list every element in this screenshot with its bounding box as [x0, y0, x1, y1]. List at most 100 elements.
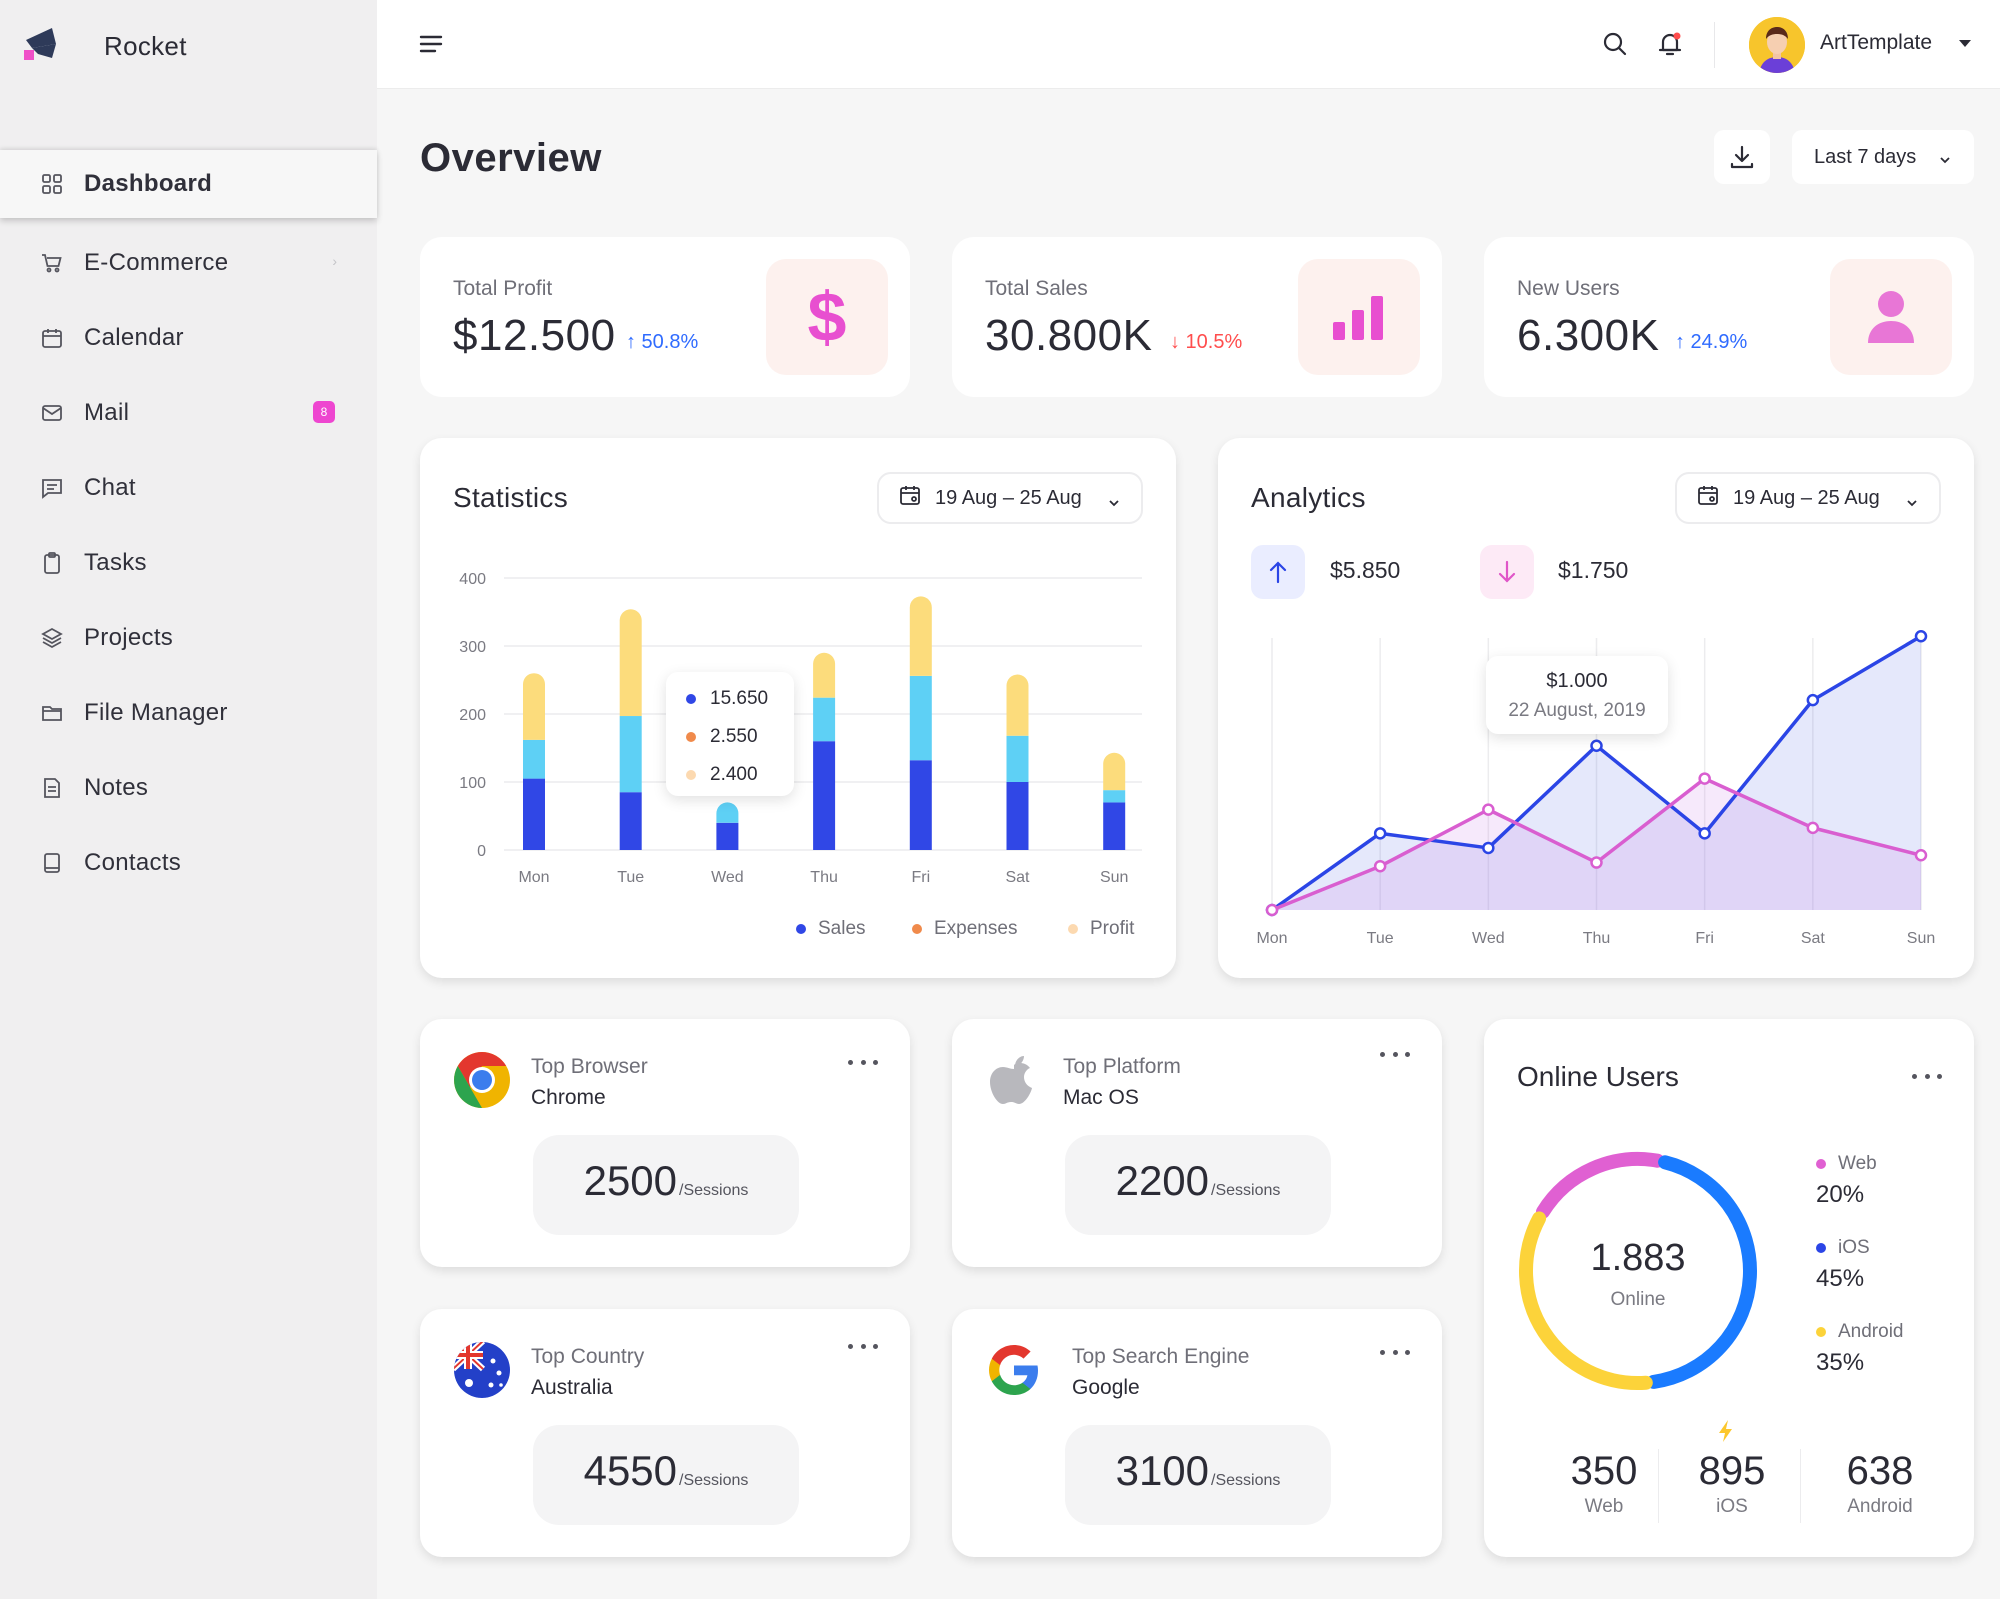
- svg-text:$: $: [808, 283, 847, 351]
- bar-chart-icon: [1298, 259, 1420, 375]
- donut-slice-ios: [1646, 1155, 1757, 1389]
- count-divider: [1800, 1449, 1801, 1523]
- sidebar-item-projects[interactable]: Projects: [0, 600, 377, 675]
- bell-icon[interactable]: [1656, 30, 1684, 58]
- more-options-icon[interactable]: [1380, 1049, 1410, 1059]
- count-divider: [1658, 1449, 1659, 1523]
- sidebar-item-tasks[interactable]: Tasks: [0, 525, 377, 600]
- top-country-card: Top Country Australia 4550 /Sessions: [420, 1309, 910, 1557]
- y-tick-label: 300: [459, 639, 486, 656]
- sidebar-item-label: Calendar: [84, 323, 184, 351]
- sidebar-item-dashboard[interactable]: Dashboard: [0, 150, 377, 218]
- mini-label: Top Country: [531, 1345, 645, 1368]
- x-tick-label: Sat: [1005, 869, 1030, 886]
- android-percent: 35%: [1816, 1349, 1865, 1376]
- bar-segment-profit: [1006, 674, 1029, 736]
- x-tick-label: Sun: [1100, 869, 1128, 886]
- more-options-icon[interactable]: [848, 1341, 878, 1351]
- more-options-icon[interactable]: [848, 1057, 878, 1067]
- data-point: [1590, 856, 1603, 869]
- x-tick-label: Mon: [518, 869, 549, 886]
- bar-segment-expenses: [1006, 735, 1029, 782]
- search-icon[interactable]: [1601, 30, 1629, 58]
- mini-label: Top Browser: [531, 1055, 648, 1078]
- count-web: 350 Web: [1570, 1449, 1638, 1517]
- bar-segment-sales: [813, 741, 836, 850]
- x-tick-label: Thu: [1583, 930, 1611, 947]
- legend-ios: iOS 45%: [1816, 1237, 1870, 1292]
- sidebar-item-calendar[interactable]: Calendar: [0, 300, 377, 375]
- analytics-up-value: $5.850: [1330, 557, 1401, 583]
- avatar[interactable]: [1749, 17, 1805, 73]
- sidebar-item-contacts[interactable]: Contacts: [0, 825, 377, 900]
- mail-icon: [40, 401, 64, 425]
- calendar-icon: [1697, 484, 1719, 512]
- legend-profit: Profit: [1068, 918, 1134, 940]
- sidebar-item-label: File Manager: [84, 698, 228, 726]
- bar-segment-expenses: [523, 739, 545, 779]
- data-point: [1698, 772, 1711, 785]
- stat-label: Total Sales: [985, 277, 1088, 300]
- x-tick-label: Fri: [1695, 930, 1714, 947]
- session-count: 3100: [1115, 1447, 1210, 1494]
- bar-segment-sales: [909, 760, 932, 850]
- sidebar-item-mail[interactable]: Mail 8: [0, 375, 377, 450]
- date-range-label: 19 Aug – 25 Aug: [1733, 486, 1880, 509]
- data-point: [1806, 693, 1820, 707]
- more-options-icon[interactable]: [1912, 1071, 1942, 1081]
- donut-slice-android: [1519, 1211, 1653, 1390]
- brand[interactable]: Rocket: [22, 26, 187, 66]
- arrow-down-icon: [1480, 545, 1534, 599]
- sidebar-item-label: E-Commerce: [84, 248, 229, 276]
- x-tick-label: Wed: [711, 869, 744, 886]
- x-tick-label: Fri: [911, 869, 930, 886]
- data-point: [1373, 859, 1387, 873]
- bar-segment-sales: [619, 792, 642, 850]
- bar-segment-sales: [1103, 802, 1126, 850]
- sidebar-nav: Dashboard E-Commerce › Calendar Mail 8: [0, 150, 377, 900]
- analytics-date-picker[interactable]: 19 Aug – 25 Aug: [1675, 472, 1941, 524]
- menu-toggle-icon[interactable]: [419, 32, 443, 56]
- stat-change: ↓ 10.5%: [1170, 331, 1243, 353]
- y-tick-label: 0: [477, 843, 486, 860]
- analytics-chart: Mon Tue Wed Thu Fri Sat Sun: [1256, 630, 1935, 947]
- stat-change: ↑ 24.9%: [1675, 331, 1748, 353]
- sidebar-item-ecommerce[interactable]: E-Commerce ›: [0, 225, 377, 300]
- analytics-tooltip: $1.000 22 August, 2019: [1486, 656, 1668, 734]
- legend-android: Android 35%: [1816, 1321, 1904, 1376]
- bar-segment-expenses: [716, 802, 739, 823]
- tooltip-value: $1.000: [1546, 670, 1608, 692]
- caret-down-icon[interactable]: [1959, 40, 1971, 47]
- donut-chart: [1519, 1152, 1757, 1390]
- apple-icon: [985, 1051, 1043, 1109]
- sidebar-item-file-manager[interactable]: File Manager: [0, 675, 377, 750]
- sidebar-item-label: Notes: [84, 773, 149, 801]
- user-name[interactable]: ArtTemplate: [1820, 31, 1933, 54]
- statistics-title: Statistics: [453, 482, 569, 513]
- stat-card-total-sales: Total Sales 30.800K ↓ 10.5%: [952, 237, 1442, 397]
- analytics-card: Analytics 19 Aug – 25 Aug $5.850 $1.750 …: [1218, 438, 1974, 978]
- x-tick-label: Sun: [1907, 930, 1935, 947]
- topbar-divider: [1714, 22, 1715, 68]
- dollar-icon: $: [766, 259, 888, 375]
- chrome-icon: [453, 1051, 511, 1109]
- sidebar-item-notes[interactable]: Notes: [0, 750, 377, 825]
- mini-name: Australia: [531, 1376, 613, 1399]
- data-point: [1265, 903, 1279, 917]
- chevron-down-icon: [1938, 150, 1952, 173]
- session-count: 2500: [583, 1157, 678, 1204]
- statistics-date-picker[interactable]: 19 Aug – 25 Aug: [877, 472, 1143, 524]
- top-platform-card: Top Platform Mac OS 2200 /Sessions: [952, 1019, 1442, 1267]
- more-options-icon[interactable]: [1380, 1347, 1410, 1357]
- online-users-card: Online Users 1.883 Online Web 20% iOS 45…: [1484, 1019, 1974, 1557]
- date-range-select[interactable]: Last 7 days: [1792, 130, 1974, 184]
- donut-slice-web: [1536, 1152, 1665, 1219]
- data-point: [1914, 849, 1928, 862]
- bar-segment-sales: [523, 778, 545, 850]
- session-box: 4550 /Sessions: [533, 1425, 799, 1525]
- download-button[interactable]: [1714, 130, 1770, 184]
- chat-icon: [40, 476, 64, 500]
- date-range-label: Last 7 days: [1814, 145, 1917, 168]
- sidebar-item-chat[interactable]: Chat: [0, 450, 377, 525]
- session-count: 2200: [1115, 1157, 1210, 1204]
